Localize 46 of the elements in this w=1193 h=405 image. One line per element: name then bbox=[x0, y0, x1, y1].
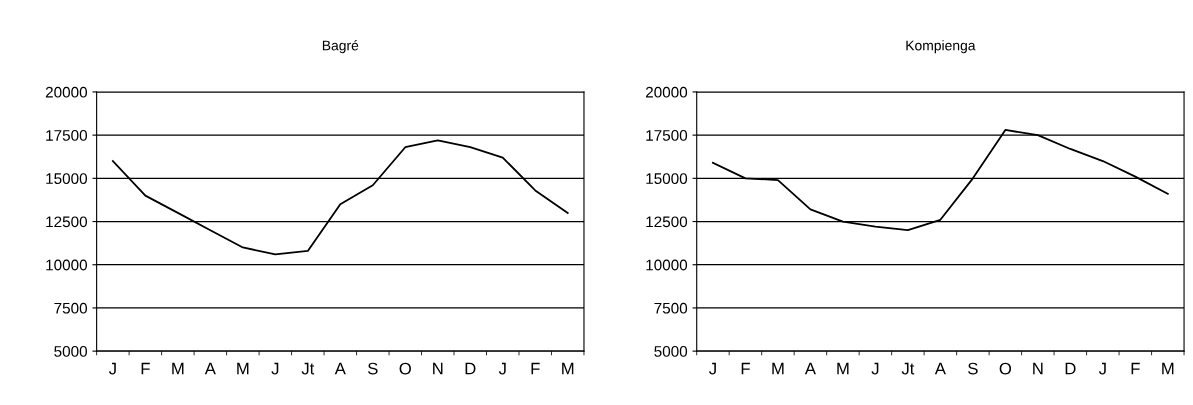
x-tick-label: J bbox=[108, 362, 116, 375]
y-tick-label: 10000 bbox=[46, 259, 88, 271]
x-tick-label: O bbox=[399, 362, 411, 375]
x-tick-label: A bbox=[804, 362, 816, 375]
x-tick-label: M bbox=[837, 362, 849, 375]
y-tick-label: 15000 bbox=[46, 173, 88, 185]
y-tick-label: 17500 bbox=[646, 130, 688, 141]
x-tick-label: Jt bbox=[901, 362, 915, 375]
x-tick-label: M bbox=[562, 362, 574, 375]
x-tick-label: J bbox=[1098, 362, 1106, 375]
x-tick-label: A bbox=[334, 362, 346, 375]
x-tick-label: F bbox=[531, 362, 540, 375]
y-tick-label: 15000 bbox=[646, 173, 688, 185]
y-tick-label: 12500 bbox=[46, 216, 88, 228]
x-tick-label: Jt bbox=[301, 362, 315, 375]
x-tick-label: S bbox=[968, 362, 978, 375]
x-tick-label: D bbox=[465, 362, 476, 375]
y-tick-label: 12500 bbox=[646, 216, 688, 228]
x-tick-label: J bbox=[871, 362, 879, 375]
x-tick-label: D bbox=[1065, 362, 1076, 375]
x-tick-label: M bbox=[237, 362, 249, 375]
x-tick-label: M bbox=[772, 362, 784, 375]
y-tick-label: 10000 bbox=[646, 259, 688, 271]
x-tick-label: J bbox=[271, 362, 279, 375]
y-tick-label: 5000 bbox=[654, 346, 688, 357]
y-tick-label: 7500 bbox=[54, 302, 88, 314]
x-tick-label: N bbox=[1033, 362, 1043, 375]
x-tick-label: M bbox=[172, 362, 184, 375]
x-tick-label: M bbox=[1162, 362, 1174, 375]
chart-title: Bagré bbox=[322, 40, 359, 54]
y-tick-label: 20000 bbox=[45, 86, 88, 98]
x-tick-label: S bbox=[367, 362, 378, 375]
x-tick-label: F bbox=[141, 362, 150, 375]
y-tick-label: 5000 bbox=[54, 346, 88, 357]
x-tick-label: J bbox=[709, 362, 716, 375]
x-tick-label: O bbox=[999, 362, 1012, 375]
x-tick-label: N bbox=[433, 362, 443, 375]
y-tick-label: 17500 bbox=[46, 130, 88, 141]
x-tick-label: A bbox=[934, 362, 946, 375]
x-tick-label: A bbox=[204, 362, 216, 375]
y-tick-label: 7500 bbox=[654, 302, 688, 314]
x-tick-label: F bbox=[1131, 362, 1140, 375]
chart-title: Kompienga bbox=[906, 40, 976, 54]
y-tick-label: 20000 bbox=[645, 86, 688, 98]
x-tick-label: F bbox=[741, 362, 750, 375]
x-tick-label: J bbox=[498, 362, 506, 375]
